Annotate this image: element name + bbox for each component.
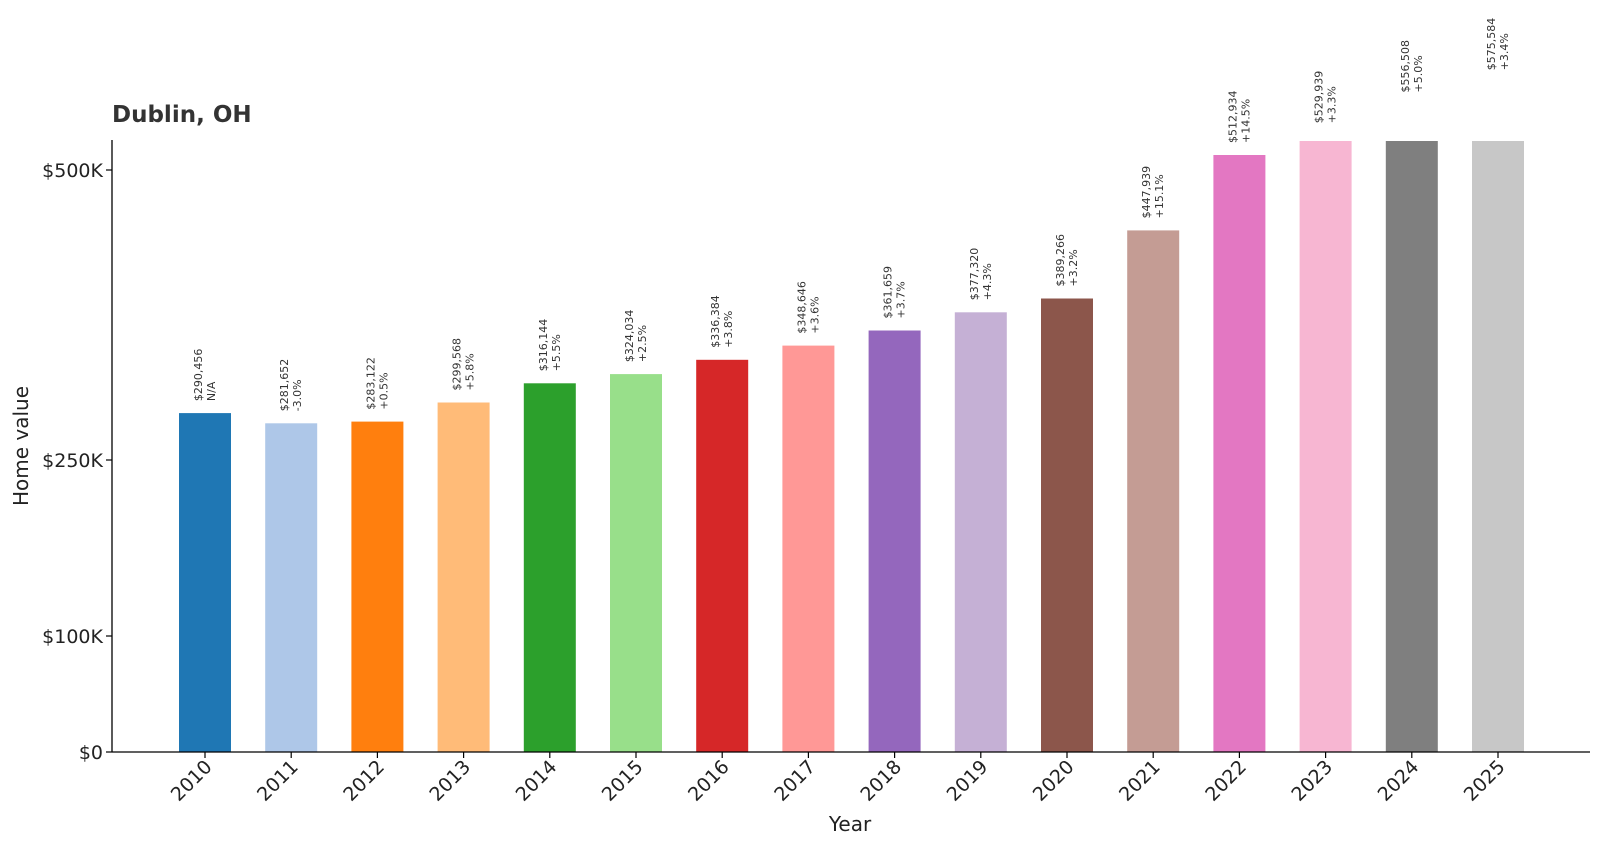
bar-value-label: $512,934 [1226,91,1239,144]
y-tick-label: $0 [79,742,103,764]
x-tick-label-2017: 2017 [770,756,820,806]
bar-change-label: +4.3% [981,263,994,300]
bar-2014 [523,383,576,752]
bar-change-label: +3.2% [1067,249,1080,286]
bar-data-label-2018: $361,659+3.7% [882,266,908,319]
x-tick-label-2025: 2025 [1460,756,1510,806]
bar-data-label-2011: $281,652-3.0% [278,359,304,412]
bar-value-label: $316,144 [537,319,550,372]
bar-change-label: +15.1% [1153,174,1166,218]
bar-change-label: +3.4% [1498,33,1511,70]
bar-value-label: $336,384 [709,295,722,348]
y-tick-label: $250K [42,450,103,472]
bar-change-label: +3.7% [895,281,908,318]
bar-data-label-2023: $529,939+3.3% [1313,71,1339,124]
bar-value-label: $348,646 [795,281,808,334]
bar-2010 [179,413,231,752]
bar-value-label: $575,584 [1485,18,1498,71]
bar-value-label: $556,508 [1399,40,1412,93]
x-tick-label-2018: 2018 [856,756,906,806]
chart-title: Dublin, OH [112,102,252,128]
x-axis-label: Year [828,812,872,836]
x-tick-label-2022: 2022 [1201,756,1251,806]
y-axis-label: Home value [9,386,33,506]
bar-value-label: $361,659 [882,266,895,319]
bar-2020 [1041,298,1093,752]
bar-value-label: $447,939 [1140,166,1153,219]
bar-data-label-2010: $290,456N/A [192,349,218,402]
bar-value-label: $529,939 [1313,71,1326,124]
bar-value-label: $299,568 [451,338,464,391]
bar-change-label: +0.5% [377,372,390,409]
bar-change-label: -3.0% [291,379,304,411]
bar-change-label: +14.5% [1239,99,1252,143]
bar-2016 [696,359,749,752]
bar-2019 [954,312,1007,752]
bar-change-label: +2.5% [636,325,649,362]
x-tick-label-2021: 2021 [1115,756,1165,806]
bar-2022 [1213,155,1266,752]
bar-2012 [351,421,404,752]
bar-data-label-2012: $283,122+0.5% [364,357,390,410]
x-tick-label-2011: 2011 [253,756,303,806]
x-tick-label-2020: 2020 [1029,756,1079,806]
bar-data-label-2014: $316,144+5.5% [537,319,563,372]
bar-data-label-2020: $389,266+3.2% [1054,234,1080,287]
bar-value-label: $324,034 [623,310,636,363]
bar-data-label-2016: $336,384+3.8% [709,295,735,348]
y-tick-label: $500K [42,160,103,182]
bar-data-label-2015: $324,034+2.5% [623,310,649,363]
x-tick-label-2024: 2024 [1374,756,1424,806]
bar-change-label: +3.3% [1326,86,1339,123]
x-tick-label-2015: 2015 [598,756,648,806]
x-tick-label-2012: 2012 [339,756,389,806]
bar-value-label: $389,266 [1054,234,1067,287]
bar-2024 [1385,141,1438,752]
bar-change-label: +5.0% [1412,55,1425,92]
bar-2018 [868,330,921,752]
bar-data-label-2017: $348,646+3.6% [795,281,821,334]
bar-2011 [265,423,318,752]
x-tick-label-2014: 2014 [512,756,562,806]
bar-2015 [610,374,662,752]
bar-data-label-2024: $556,508+5.0% [1399,40,1425,93]
y-tick-label: $100K [42,626,103,648]
bar-data-label-2019: $377,320+4.3% [968,248,994,301]
x-tick-label-2023: 2023 [1287,756,1337,806]
bar-data-label-2022: $512,934+14.5% [1226,91,1252,144]
bar-change-label: +3.6% [808,296,821,333]
bar-data-label-2013: $299,568+5.8% [451,338,477,391]
bars-group: $290,456N/A $281,652-3.0% $283,122+0.5% $29… [179,18,1524,752]
y-axis-ticks: $0 $100K $250K $500K [42,160,112,764]
bar-2025 [1472,141,1524,752]
bar-change-label: +5.5% [550,334,563,371]
bar-2023 [1299,141,1352,752]
bar-change-label: +3.8% [722,311,735,348]
bar-2017 [782,345,835,752]
bar-value-label: $283,122 [364,357,377,410]
bar-value-label: $290,456 [192,349,205,402]
x-axis-ticks: 2010 2011 2012 2013 2014 2015 2016 2017 2018 2019… [167,752,1510,806]
x-tick-label-2019: 2019 [943,756,993,806]
x-tick-label-2016: 2016 [684,756,734,806]
x-tick-label-2013: 2013 [425,756,475,806]
bar-change-label: N/A [205,381,218,401]
bar-data-label-2021: $447,939+15.1% [1140,166,1166,219]
bar-data-label-2025: $575,584+3.4% [1485,18,1511,71]
bar-2021 [1127,230,1180,752]
bar-value-label: $377,320 [968,248,981,301]
x-tick-label-2010: 2010 [167,756,217,806]
bar-change-label: +5.8% [464,353,477,390]
bar-value-label: $281,652 [278,359,291,412]
bar-2013 [437,402,490,752]
